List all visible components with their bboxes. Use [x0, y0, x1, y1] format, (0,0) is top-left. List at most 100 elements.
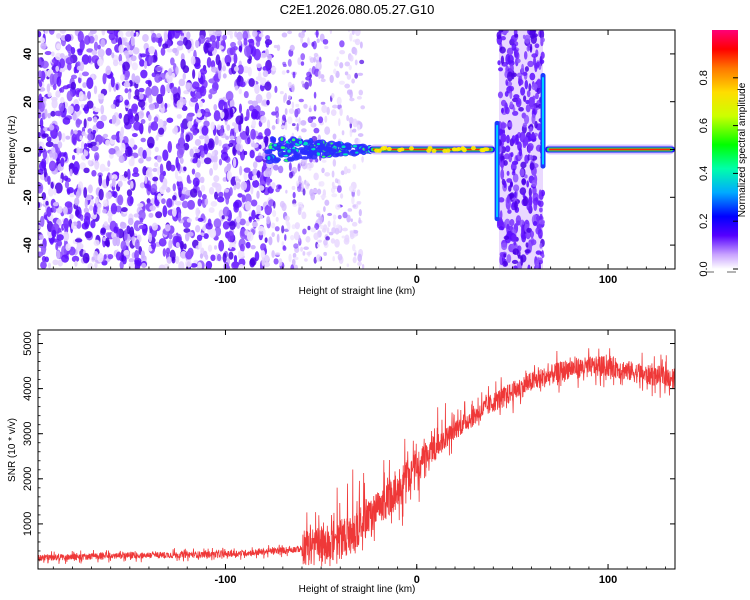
noise-blob: [353, 252, 357, 256]
noise-blob: [297, 207, 302, 216]
noise-blob: [190, 263, 198, 268]
noise-blob: [52, 83, 57, 91]
noise-blob: [323, 239, 328, 246]
noise-blob: [214, 245, 218, 250]
noise-blob: [125, 146, 133, 158]
noise-blob: [181, 124, 185, 135]
noise-blob: [87, 55, 92, 64]
noise-blob: [288, 253, 292, 263]
band-blob: [513, 94, 520, 100]
noise-blob: [151, 241, 157, 250]
noise-blob: [48, 30, 55, 35]
noise-blob: [108, 147, 116, 155]
noise-blob: [82, 252, 90, 264]
noise-blob: [198, 241, 202, 250]
noise-blob: [162, 177, 168, 187]
noise-blob: [220, 151, 229, 161]
noise-blob: [271, 182, 276, 190]
noise-blob: [38, 30, 42, 38]
band-blob: [509, 219, 515, 227]
spectrogram-panel: -100 0 100 -40 -20 0 20 40 Height of straight …: [7, 29, 676, 297]
noise-blob: [73, 103, 80, 112]
noise-blob: [336, 185, 342, 193]
band-blob: [529, 72, 536, 81]
noise-blob: [266, 91, 272, 100]
noise-blob: [87, 116, 93, 122]
noise-blob: [98, 136, 106, 143]
noise-blob: [38, 81, 43, 88]
noise-blob: [245, 241, 251, 249]
noise-blob: [76, 119, 83, 125]
noise-blob: [243, 150, 248, 156]
noise-blob: [55, 65, 60, 72]
carrier-fragment: [264, 149, 273, 155]
noise-blob: [71, 154, 76, 161]
noise-blob: [315, 254, 321, 262]
carrier-fragment: [293, 152, 301, 158]
noise-blob: [275, 216, 279, 222]
noise-blob: [128, 258, 135, 263]
noise-blob: [271, 66, 277, 72]
noise-blob: [281, 241, 285, 246]
noise-blob: [126, 189, 133, 197]
noise-blob: [76, 242, 84, 250]
noise-blob: [320, 78, 326, 83]
noise-blob: [148, 55, 154, 65]
noise-blob: [45, 200, 49, 206]
band-blob: [500, 168, 505, 180]
noise-blob: [73, 129, 78, 135]
noise-blob: [290, 234, 295, 241]
top-y-ticks: -40 -20 0 20 40: [22, 29, 675, 270]
noise-blob: [265, 167, 272, 178]
noise-blob: [228, 142, 234, 148]
noise-blob: [108, 32, 116, 41]
noise-blob: [102, 208, 107, 214]
noise-blob: [44, 256, 49, 263]
noise-blob: [284, 92, 288, 102]
noise-blob: [348, 65, 352, 71]
noise-blob: [220, 124, 224, 130]
noise-blob: [133, 95, 140, 100]
band-blob: [535, 259, 540, 269]
noise-blob: [323, 251, 327, 256]
noise-blob: [300, 120, 307, 126]
noise-blob: [247, 100, 254, 105]
band-blob: [531, 53, 538, 58]
noise-blob: [216, 124, 222, 131]
noise-blob: [301, 180, 304, 189]
noise-blob: [349, 128, 353, 138]
band-blob: [525, 242, 529, 248]
noise-blob: [175, 66, 179, 75]
noise-blob: [160, 47, 166, 56]
noise-blob: [189, 148, 194, 158]
noise-blob: [152, 176, 159, 182]
noise-blob: [61, 245, 67, 257]
noise-blob: [309, 57, 315, 64]
band-blob: [498, 226, 504, 231]
noise-blob: [291, 185, 296, 191]
noise-blob: [303, 246, 309, 250]
noise-blob: [225, 90, 234, 102]
noise-blob: [348, 117, 354, 124]
noise-blob: [97, 252, 104, 263]
noise-blob: [49, 124, 55, 131]
noise-blob: [211, 181, 219, 188]
noise-blob: [248, 78, 255, 87]
noise-blob: [93, 116, 98, 123]
noise-blob: [192, 158, 198, 164]
noise-blob: [351, 78, 355, 84]
noise-blob: [302, 188, 306, 196]
noise-blob: [162, 43, 169, 49]
noise-blob: [151, 222, 158, 231]
noise-blob: [144, 175, 148, 185]
noise-blob: [300, 53, 306, 61]
noise-blob: [323, 206, 326, 212]
band-blob: [528, 241, 533, 252]
noise-blob: [139, 182, 146, 189]
noise-blob: [281, 70, 286, 75]
noise-blob: [336, 96, 342, 106]
band-blob: [510, 162, 517, 171]
noise-blob: [270, 222, 276, 229]
noise-blob: [147, 184, 152, 192]
edge-spike-core: [542, 77, 545, 165]
